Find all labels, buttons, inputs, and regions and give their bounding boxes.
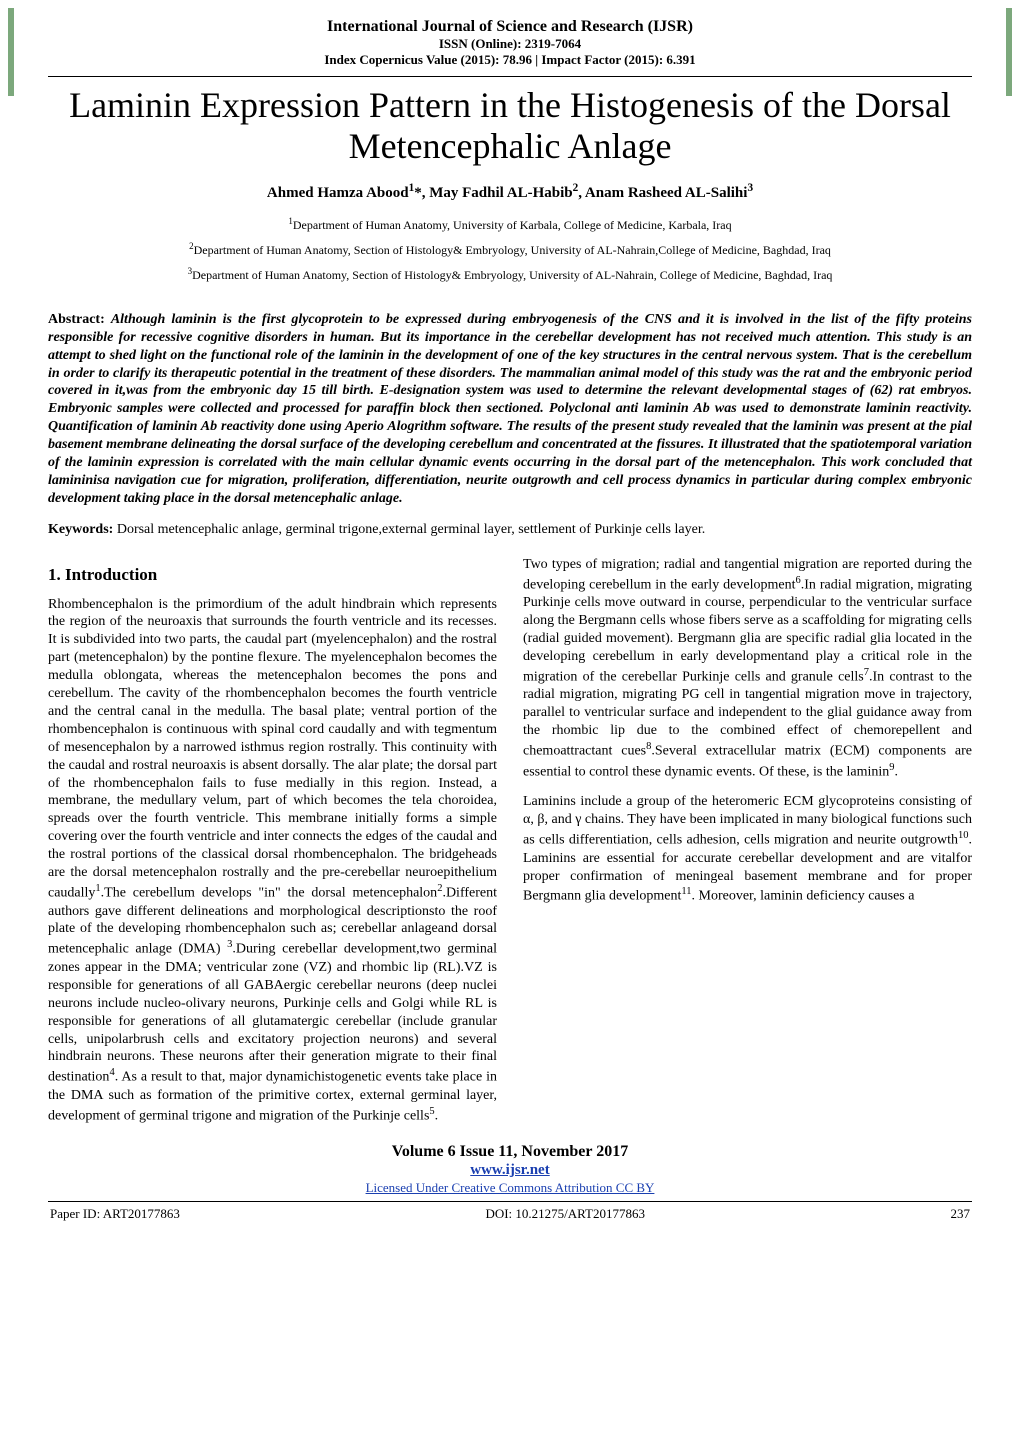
rule-top — [48, 76, 972, 77]
decor-bar-left — [8, 8, 14, 96]
paragraph-2: Two types of migration; radial and tange… — [523, 556, 972, 782]
footer-url-link[interactable]: www.ijsr.net — [470, 1162, 549, 1178]
journal-issn: ISSN (Online): 2319-7064 — [48, 36, 972, 52]
decor-bar-right — [1006, 8, 1012, 96]
footer-bottom-row: Paper ID: ART20177863 DOI: 10.21275/ART2… — [48, 1206, 972, 1222]
affiliation-2: 2Department of Human Anatomy, Section of… — [48, 241, 972, 258]
abstract-label: Abstract: — [48, 312, 111, 327]
affiliation-1: 1Department of Human Anatomy, University… — [48, 216, 972, 233]
journal-header: International Journal of Science and Res… — [48, 18, 972, 68]
authors: Ahmed Hamza Abood1*, May Fadhil AL-Habib… — [48, 182, 972, 202]
body-columns: 1. Introduction Rhombencephalon is the p… — [48, 556, 972, 1126]
journal-name: International Journal of Science and Res… — [48, 18, 972, 36]
paragraph-1: Rhombencephalon is the primordium of the… — [48, 596, 497, 1126]
footer: Volume 6 Issue 11, November 2017 www.ijs… — [48, 1143, 972, 1222]
footer-paper-id: Paper ID: ART20177863 — [50, 1206, 180, 1222]
rule-bottom — [48, 1201, 972, 1202]
abstract: Abstract: Although laminin is the first … — [48, 311, 972, 508]
journal-index: Index Copernicus Value (2015): 78.96 | I… — [48, 52, 972, 68]
paragraph-3: Laminins include a group of the heterome… — [523, 793, 972, 906]
keywords-text: Dorsal metencephalic anlage, germinal tr… — [117, 522, 705, 537]
footer-license-link[interactable]: Licensed Under Creative Commons Attribut… — [366, 1180, 655, 1195]
footer-page-number: 237 — [951, 1206, 971, 1222]
abstract-body: Although laminin is the first glycoprote… — [48, 312, 972, 506]
footer-volume: Volume 6 Issue 11, November 2017 — [48, 1143, 972, 1161]
footer-doi: DOI: 10.21275/ART20177863 — [485, 1206, 645, 1222]
keywords: Keywords: Dorsal metencephalic anlage, g… — [48, 522, 972, 538]
keywords-label: Keywords: — [48, 522, 117, 537]
affiliation-3: 3Department of Human Anatomy, Section of… — [48, 266, 972, 283]
section-heading-introduction: 1. Introduction — [48, 564, 497, 586]
page: International Journal of Science and Res… — [0, 0, 1020, 1442]
paper-title: Laminin Expression Pattern in the Histog… — [48, 85, 972, 168]
